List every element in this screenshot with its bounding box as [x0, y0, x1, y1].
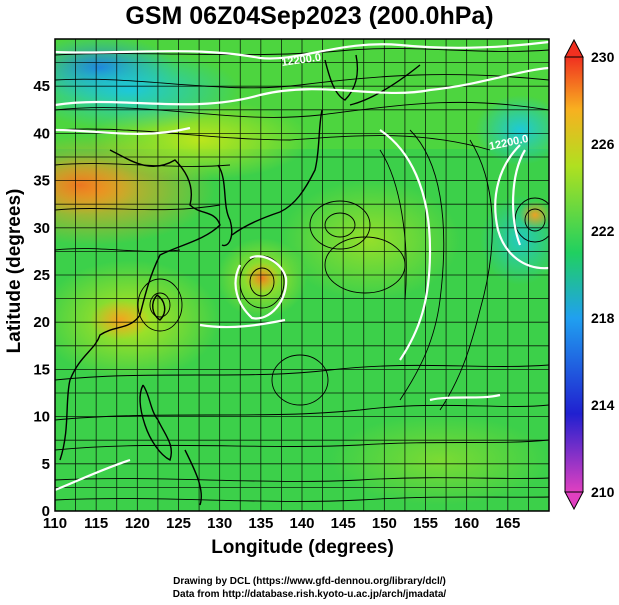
- plot-frame: [54, 38, 550, 512]
- y-axis-label: Latitude (degrees): [4, 188, 25, 354]
- x-tick-label: 115: [84, 515, 108, 532]
- colorbar-tick-label: 222: [591, 223, 615, 239]
- y-tick-label: 0: [42, 503, 50, 520]
- contour-label: 12200.0: [281, 52, 322, 69]
- x-tick-label: 145: [331, 515, 356, 532]
- credit-data: Data from http://database.rish.kyoto-u.a…: [172, 589, 447, 600]
- x-tick-label: 130: [207, 515, 232, 532]
- x-tick-label: 135: [248, 515, 273, 532]
- x-tick-label: 155: [413, 515, 438, 532]
- x-tick-label: 125: [166, 515, 191, 532]
- temperature-field: [55, 39, 549, 511]
- y-tick-label: 10: [33, 409, 50, 426]
- coastlines: [59, 54, 421, 506]
- colorbar-tick-label: 214: [591, 397, 615, 413]
- x-tick-label: 110: [43, 515, 67, 532]
- y-tick-label: 20: [33, 314, 50, 331]
- map-title: GSM 06Z04Sep2023 (200.0hPa): [125, 2, 494, 30]
- credit-drawing: Drawing by DCL (https://www.gfd-dennou.o…: [173, 576, 446, 587]
- y-tick-label: 15: [33, 361, 50, 378]
- x-axis-label: Longitude (degrees): [211, 537, 394, 558]
- y-tick-label: 35: [33, 173, 50, 190]
- x-tick-label: 150: [372, 515, 397, 532]
- x-tick-label: 120: [125, 515, 150, 532]
- streamlines: [55, 48, 549, 502]
- y-tick-label: 25: [33, 267, 50, 284]
- colorbar: 210 214 218 222 226 230: [564, 38, 615, 511]
- x-tick-label: 165: [495, 515, 520, 532]
- y-tick-label: 5: [42, 456, 50, 473]
- x-tick-label: 140: [289, 515, 314, 532]
- contours: [55, 40, 549, 492]
- y-tick-label: 45: [33, 78, 50, 95]
- colorbar-tick-label: 226: [591, 136, 615, 152]
- y-tick-label: 30: [33, 220, 50, 237]
- colorbar-tick-label: 218: [591, 310, 615, 326]
- y-tick-label: 40: [33, 125, 50, 142]
- colorbar-tick-label: 210: [591, 484, 615, 500]
- colorbar-tick-label: 230: [591, 49, 615, 65]
- x-tick-label: 160: [454, 515, 479, 532]
